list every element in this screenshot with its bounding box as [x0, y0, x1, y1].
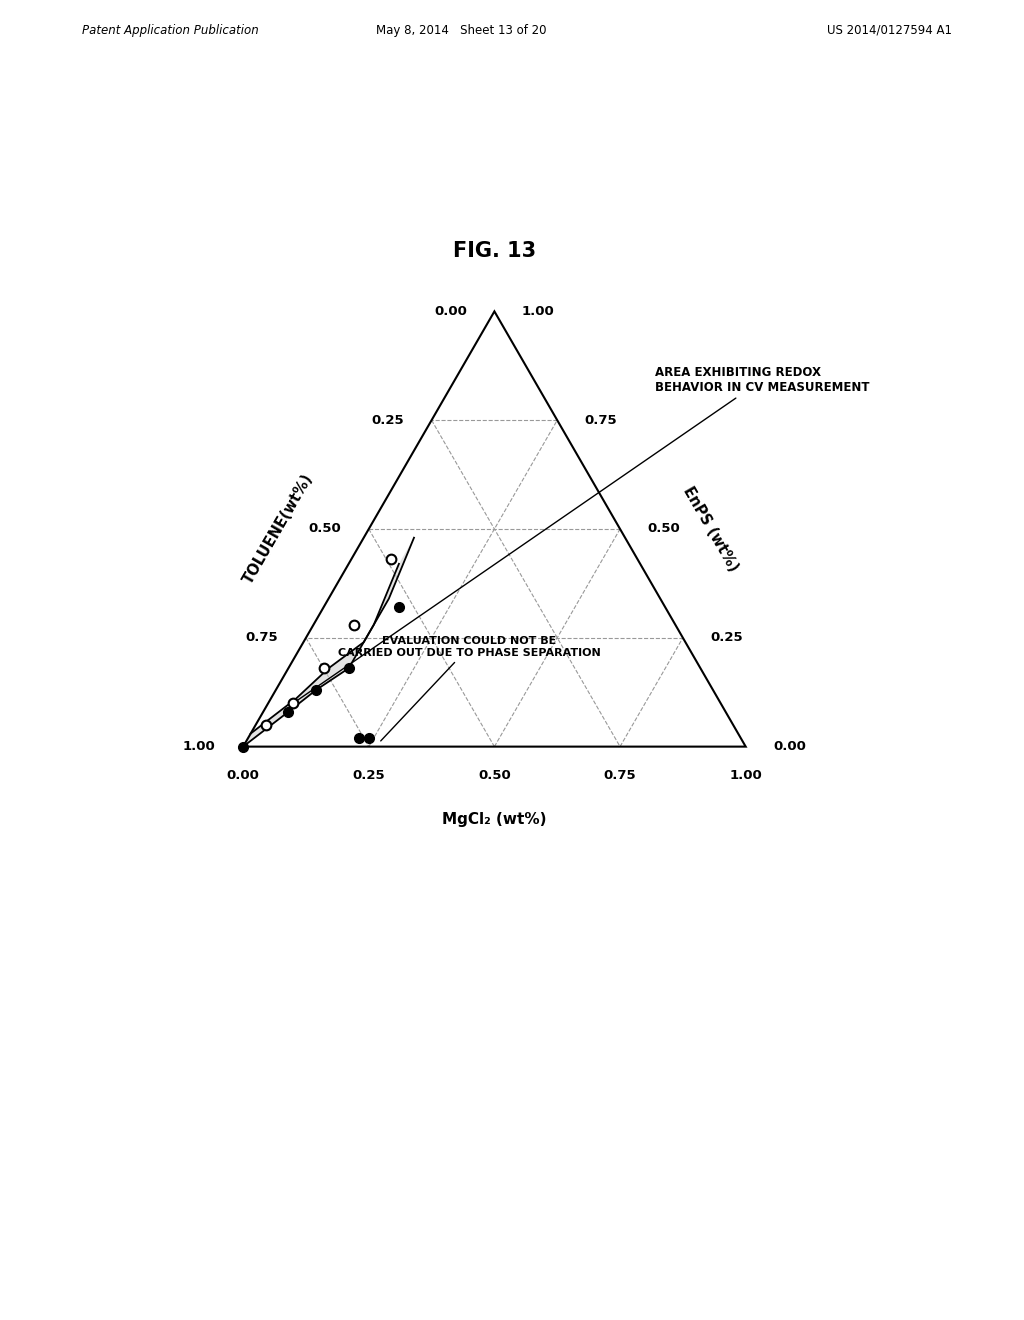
Text: 1.00: 1.00 — [522, 305, 555, 318]
Text: EVALUATION COULD NOT BE
CARRIED OUT DUE TO PHASE SEPARATION: EVALUATION COULD NOT BE CARRIED OUT DUE … — [338, 636, 601, 741]
Text: 0.75: 0.75 — [604, 770, 636, 783]
Text: AREA EXHIBITING REDOX
BEHAVIOR IN CV MEASUREMENT: AREA EXHIBITING REDOX BEHAVIOR IN CV MEA… — [296, 366, 869, 701]
Text: 0.75: 0.75 — [246, 631, 279, 644]
Text: Patent Application Publication: Patent Application Publication — [82, 24, 259, 37]
Text: 0.25: 0.25 — [711, 631, 743, 644]
Text: 0.00: 0.00 — [434, 305, 467, 318]
Text: TOLUENE(wt%): TOLUENE(wt%) — [241, 471, 316, 586]
Text: 0.00: 0.00 — [773, 741, 806, 754]
Text: US 2014/0127594 A1: US 2014/0127594 A1 — [827, 24, 952, 37]
Text: 0.25: 0.25 — [352, 770, 385, 783]
Text: 0.50: 0.50 — [648, 523, 680, 536]
Text: May 8, 2014   Sheet 13 of 20: May 8, 2014 Sheet 13 of 20 — [376, 24, 546, 37]
Text: MgCl₂ (wt%): MgCl₂ (wt%) — [442, 812, 547, 826]
Text: 1.00: 1.00 — [182, 741, 215, 754]
Text: 0.00: 0.00 — [226, 770, 259, 783]
Text: 0.50: 0.50 — [478, 770, 511, 783]
Text: 0.25: 0.25 — [372, 413, 403, 426]
Text: 0.50: 0.50 — [308, 523, 341, 536]
Text: EnPS (wt%): EnPS (wt%) — [680, 484, 741, 574]
Text: 0.75: 0.75 — [585, 413, 617, 426]
Polygon shape — [243, 537, 414, 747]
Text: 1.00: 1.00 — [729, 770, 762, 783]
Text: FIG. 13: FIG. 13 — [453, 242, 536, 261]
